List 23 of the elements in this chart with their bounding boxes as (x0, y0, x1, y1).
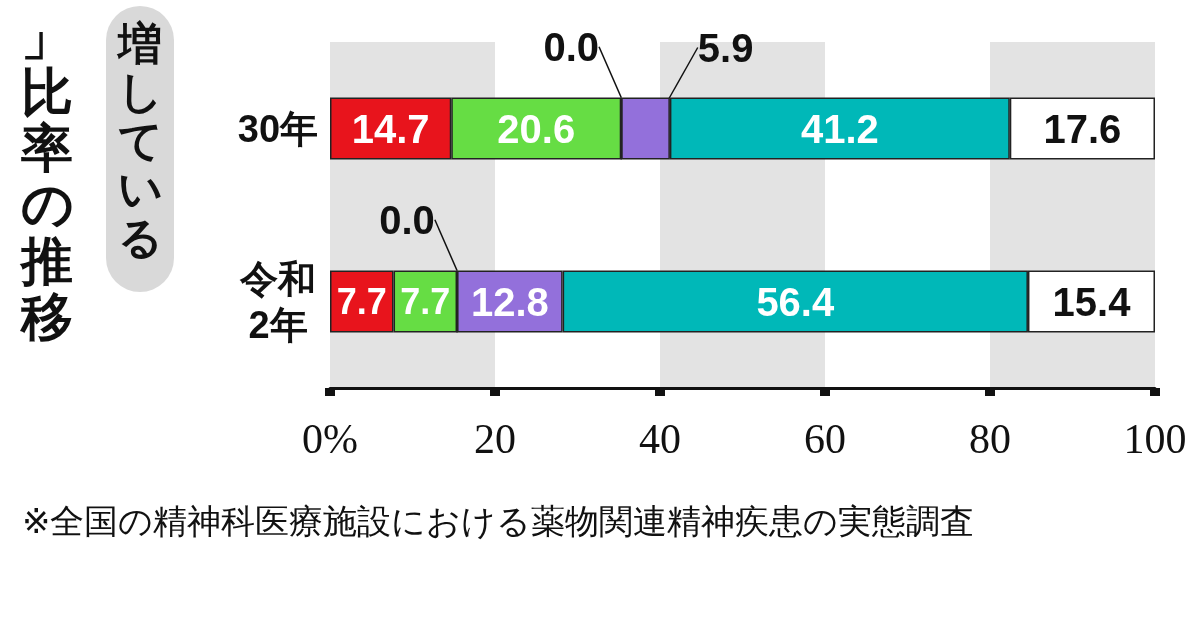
data-label: 0.0 (543, 24, 600, 69)
x-tick-label: 80 (969, 416, 1011, 462)
data-label: 56.4 (756, 279, 835, 324)
data-label: 7.7 (400, 281, 451, 322)
x-tick-label: 60 (804, 416, 846, 462)
x-tick-label: 20 (474, 416, 516, 462)
data-label: 41.2 (800, 106, 879, 151)
text: ※全国の精神科医療施設における薬物関連精神疾患の実態調査 (22, 500, 976, 543)
y-tick-label: 30年 (237, 107, 319, 150)
x-tick-label: 100 (1123, 416, 1187, 462)
data-label: 17.6 (1043, 106, 1122, 151)
data-label: 15.4 (1052, 279, 1132, 324)
data-label: 5.9 (697, 25, 754, 70)
x-tick-label: 40 (639, 416, 681, 462)
data-label: 14.7 (351, 106, 430, 151)
data-label: 0.0 (379, 197, 435, 242)
data-label: 7.7 (336, 281, 387, 322)
text: 増している (106, 6, 174, 292)
text: 」比率の推移 (19, 6, 75, 347)
y-tick-label: 令和2年 (239, 257, 316, 346)
x-tick-label: 0% (302, 416, 358, 462)
data-label: 20.6 (497, 106, 576, 151)
data-label: 12.8 (470, 279, 549, 324)
